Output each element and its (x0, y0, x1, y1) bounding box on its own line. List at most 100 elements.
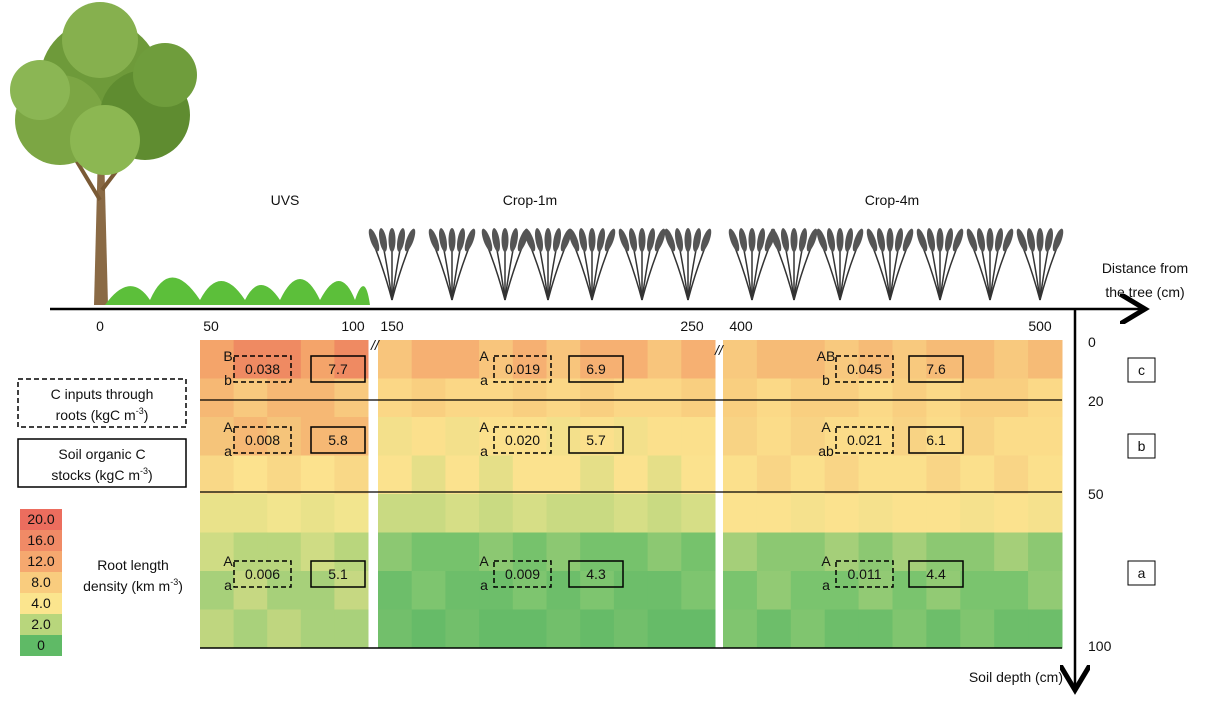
soc-box (310, 355, 366, 383)
heat-cell (233, 532, 268, 572)
heat-cell (994, 378, 1029, 418)
heat-cell (580, 571, 615, 610)
heat-cell (267, 571, 302, 610)
scale-label: 8.0 (31, 574, 51, 590)
heat-cell (926, 455, 961, 495)
heat-cell (580, 417, 615, 456)
legend-line: Root length (97, 557, 169, 573)
heat-cell (1028, 417, 1063, 456)
ear (396, 228, 406, 252)
heat-cell (824, 417, 860, 456)
legend-text: stocks (kgC m (51, 467, 140, 483)
heat-cell (613, 340, 649, 379)
ear (1036, 228, 1044, 252)
soc-value: 4.4 (926, 566, 946, 582)
ear (388, 228, 396, 252)
heat-cell (334, 417, 369, 456)
significance-upper: A (223, 419, 233, 435)
heat-cell (233, 417, 268, 456)
ear (491, 228, 501, 252)
crop-icon (618, 228, 666, 301)
heat-cell (858, 494, 893, 533)
heat-cell (790, 378, 826, 418)
legend-line: roots (kgC m-3) (56, 406, 149, 423)
heat-cell (445, 494, 480, 533)
c-input-value: 0.009 (505, 566, 540, 582)
ear (544, 228, 552, 252)
heat-cell (200, 417, 235, 456)
heat-cell (411, 417, 446, 456)
heat-cell (824, 340, 860, 379)
significance-upper: AB (817, 348, 836, 364)
heat-cell (512, 571, 547, 610)
heat-cell (200, 340, 235, 379)
heat-cell (858, 340, 893, 379)
ear (618, 228, 630, 252)
heat-cell (479, 609, 514, 649)
heat-cell (723, 455, 758, 495)
heat-cell (824, 378, 860, 418)
legend-sup: -3 (136, 406, 144, 416)
heat-cell (790, 340, 826, 379)
heat-cell (445, 571, 480, 610)
heat-cell (926, 532, 961, 572)
heat-cell (267, 532, 302, 572)
layer-letter-box (1127, 560, 1156, 586)
significance-upper: A (479, 553, 489, 569)
heat-cell (300, 378, 335, 418)
heat-cell (200, 609, 235, 649)
scale-swatch (20, 572, 62, 593)
heat-cell (512, 494, 547, 533)
crop-icon (481, 228, 529, 301)
heat-cell (411, 378, 446, 418)
ear (604, 228, 616, 252)
ear (926, 228, 936, 252)
ear (464, 228, 476, 252)
legend-text: roots (kgC m (56, 407, 136, 423)
ear (1044, 228, 1054, 252)
c-input-value: 0.021 (847, 432, 882, 448)
heat-cell (613, 378, 649, 418)
ear (509, 228, 519, 252)
heat-cell (378, 417, 413, 456)
layer-letter: a (1138, 565, 1146, 581)
x-axis-label: Distance from (1102, 260, 1188, 276)
ear (952, 228, 964, 252)
scale-swatch (20, 614, 62, 635)
heat-cell (334, 609, 369, 649)
ear (836, 228, 844, 252)
zone-label: UVS (271, 192, 300, 208)
heat-cell (546, 378, 581, 418)
heat-cell (233, 378, 268, 418)
heat-cell (858, 609, 893, 649)
ear (780, 228, 790, 252)
significance-lower: b (224, 372, 232, 388)
legend-sup: -3 (140, 466, 148, 476)
heat-cell (334, 455, 369, 495)
crops (368, 228, 1064, 301)
heat-cell (681, 532, 716, 572)
heat-cell (960, 532, 995, 572)
ear (790, 228, 798, 252)
soc-box (310, 426, 366, 454)
stem (547, 244, 567, 301)
heat-cell (512, 378, 547, 418)
c-input-box (233, 560, 292, 588)
heat-cell (681, 494, 716, 533)
zone-label: Crop-4m (865, 192, 919, 208)
layer-letter: b (1138, 438, 1146, 454)
stem (921, 244, 941, 301)
heat-cell (546, 455, 581, 495)
tree (10, 2, 197, 305)
ear (1052, 228, 1064, 252)
stem (821, 244, 841, 301)
heat-cell (300, 455, 335, 495)
ear (684, 228, 692, 252)
heat-cell (613, 609, 649, 649)
heat-cell (546, 494, 581, 533)
x-axis-label: the tree (cm) (1105, 284, 1184, 300)
ear (916, 228, 928, 252)
ear (826, 228, 836, 252)
heat-cell (267, 417, 302, 456)
heat-cell (613, 455, 649, 495)
